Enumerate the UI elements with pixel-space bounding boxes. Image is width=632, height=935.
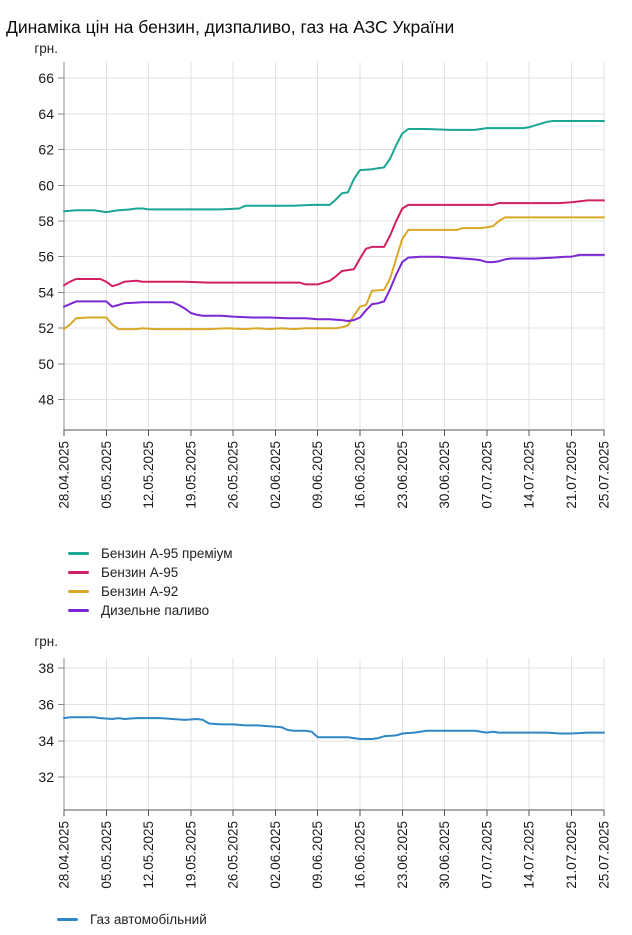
y-tick-label: 56 — [38, 249, 54, 265]
x-tick-label: 07.07.2025 — [479, 821, 494, 889]
legend-label: Дизельне паливо — [101, 602, 210, 618]
y-tick-label: 50 — [38, 356, 54, 372]
x-tick-label: 30.06.2025 — [437, 441, 452, 509]
series-line-Бензин А-95 преміум — [63, 120, 605, 214]
legend-line-swatch — [68, 552, 89, 555]
x-tick-label: 30.06.2025 — [437, 821, 452, 889]
x-tick-label: 23.06.2025 — [395, 821, 410, 889]
y-tick-label: 38 — [38, 660, 54, 676]
y-tick-label: 34 — [38, 733, 54, 749]
series-line-Бензин А-92 — [63, 216, 605, 331]
page-title: Динаміка цін на бензин, дизпаливо, газ н… — [6, 16, 455, 37]
y-tick-label: 60 — [38, 177, 54, 193]
x-tick-label: 05.05.2025 — [99, 821, 114, 889]
x-tick-label: 12.05.2025 — [141, 821, 156, 889]
legend-line-swatch — [57, 918, 78, 921]
legend-fuel-chart: Бензин А-95 преміум Бензин А-95 Бензин А-9… — [68, 546, 233, 618]
x-tick-label: 28.04.2025 — [57, 441, 72, 509]
x-tick-label: 14.07.2025 — [522, 441, 537, 509]
legend-item[interactable]: Бензин А-95 — [68, 565, 233, 580]
x-tick-label: 19.05.2025 — [183, 821, 198, 889]
x-tick-label: 26.05.2025 — [226, 441, 241, 509]
x-tick-label: 19.05.2025 — [183, 441, 198, 509]
y-axis-title-fuel-chart: грн. — [34, 41, 58, 56]
x-tick-label: 25.07.2025 — [597, 441, 612, 509]
legend-label: Бензин А-95 преміум — [101, 545, 233, 561]
y-axis-title-gas-chart: грн. — [34, 634, 58, 649]
x-tick-label: 21.07.2025 — [564, 821, 579, 889]
y-tick-label: 36 — [38, 696, 54, 712]
y-tick-label: 64 — [38, 106, 54, 122]
legend-item[interactable]: Газ автомобільний — [57, 912, 207, 927]
x-tick-label: 23.06.2025 — [395, 441, 410, 509]
x-tick-label: 28.04.2025 — [57, 821, 72, 889]
x-tick-label: 07.07.2025 — [479, 441, 494, 509]
legend-line-swatch — [68, 590, 89, 593]
y-tick-label: 58 — [38, 213, 54, 229]
legend-line-swatch — [68, 609, 89, 612]
x-tick-label: 14.07.2025 — [522, 821, 537, 889]
legend-gas-chart: Газ автомобільний — [57, 912, 207, 927]
legend-label: Бензин А-92 — [101, 583, 179, 599]
y-tick-label: 48 — [38, 392, 54, 408]
x-tick-label: 25.07.2025 — [597, 821, 612, 889]
x-tick-label: 16.06.2025 — [353, 821, 368, 889]
legend-label: Бензин А-95 — [101, 564, 179, 580]
legend-item[interactable]: Бензин А-92 — [68, 584, 233, 599]
x-tick-label: 09.06.2025 — [310, 821, 325, 889]
x-tick-label: 16.06.2025 — [353, 441, 368, 509]
legend-label: Газ автомобільний — [90, 911, 207, 927]
series-line-Дизельне паливо — [63, 253, 605, 322]
y-tick-label: 66 — [38, 70, 54, 86]
x-tick-label: 12.05.2025 — [141, 441, 156, 509]
y-tick-label: 54 — [38, 284, 54, 300]
x-tick-label: 05.05.2025 — [99, 441, 114, 509]
x-tick-label: 02.06.2025 — [268, 441, 283, 509]
y-tick-label: 32 — [38, 769, 54, 785]
y-tick-label: 52 — [38, 320, 54, 336]
legend-item[interactable]: Дизельне паливо — [68, 603, 233, 618]
x-tick-label: 02.06.2025 — [268, 821, 283, 889]
series-line-Газ автомобільний — [63, 716, 605, 740]
legend-item[interactable]: Бензин А-95 преміум — [68, 546, 233, 561]
legend-line-swatch — [68, 571, 89, 574]
x-tick-label: 09.06.2025 — [310, 441, 325, 509]
x-tick-label: 21.07.2025 — [564, 441, 579, 509]
y-tick-label: 62 — [38, 142, 54, 158]
series-line-Бензин А-95 — [63, 199, 605, 288]
x-tick-label: 26.05.2025 — [226, 821, 241, 889]
